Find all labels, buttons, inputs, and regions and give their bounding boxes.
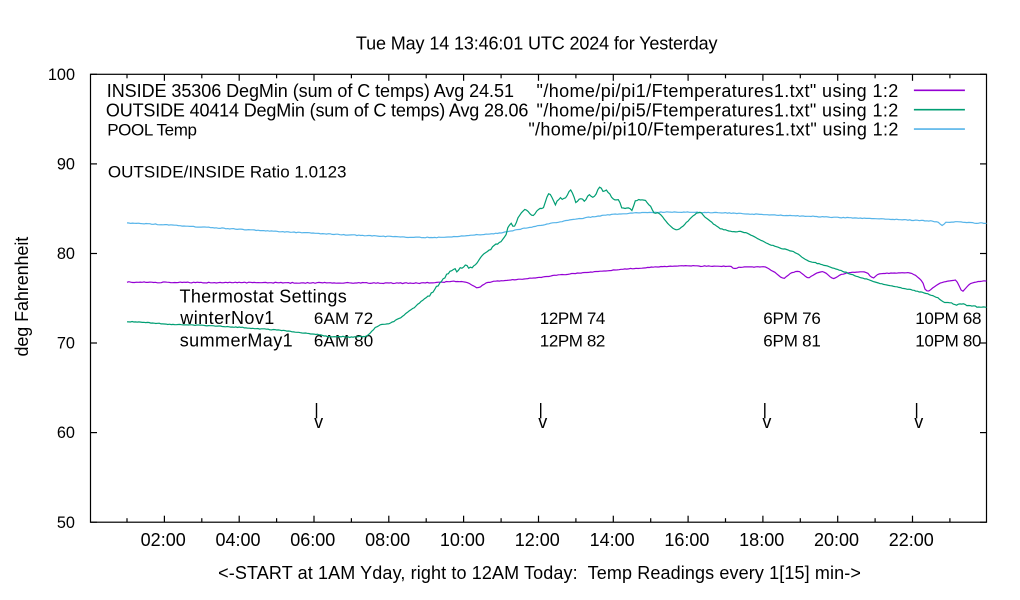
svg-text:Tue May 14 13:46:01 UTC 2024 f: Tue May 14 13:46:01 UTC 2024 for Yesterd… bbox=[356, 33, 718, 53]
svg-text:10PM 68: 10PM 68 bbox=[915, 309, 981, 328]
svg-text:90: 90 bbox=[57, 156, 75, 174]
svg-text:08:00: 08:00 bbox=[365, 530, 410, 550]
svg-text:"/home/pi/pi1/Ftemperatures1.t: "/home/pi/pi1/Ftemperatures1.txt" using … bbox=[537, 81, 899, 101]
svg-text:06:00: 06:00 bbox=[290, 530, 335, 550]
svg-text:20:00: 20:00 bbox=[814, 530, 859, 550]
svg-text:<-START at 1AM Yday, right to: <-START at 1AM Yday, right to 12AM Today… bbox=[218, 563, 861, 583]
svg-text:22:00: 22:00 bbox=[889, 530, 934, 550]
svg-text:summerMay1: summerMay1 bbox=[180, 330, 293, 350]
svg-text:INSIDE 35306 DegMin (sum of C: INSIDE 35306 DegMin (sum of C temps) Avg… bbox=[107, 81, 514, 101]
svg-text:70: 70 bbox=[57, 335, 75, 353]
svg-text:80: 80 bbox=[57, 245, 75, 263]
svg-text:10PM 80: 10PM 80 bbox=[915, 331, 981, 350]
svg-text:6AM 80: 6AM 80 bbox=[314, 331, 373, 350]
svg-text:6AM 72: 6AM 72 bbox=[314, 309, 373, 328]
svg-text:12PM 74: 12PM 74 bbox=[540, 309, 605, 328]
svg-text:POOL Temp: POOL Temp bbox=[107, 121, 196, 140]
svg-text:"/home/pi/pi10/Ftemperatures1.: "/home/pi/pi10/Ftemperatures1.txt" using… bbox=[528, 120, 898, 140]
svg-text:OUTSIDE/INSIDE Ratio 1.0123: OUTSIDE/INSIDE Ratio 1.0123 bbox=[108, 163, 347, 182]
svg-text:60: 60 bbox=[57, 424, 75, 442]
svg-text:v: v bbox=[538, 412, 547, 432]
svg-text:12PM 82: 12PM 82 bbox=[540, 331, 605, 350]
svg-text:18:00: 18:00 bbox=[739, 530, 784, 550]
svg-text:12:00: 12:00 bbox=[515, 530, 560, 550]
svg-text:6PM 81: 6PM 81 bbox=[763, 331, 820, 350]
svg-text:04:00: 04:00 bbox=[215, 530, 260, 550]
svg-text:v: v bbox=[314, 412, 323, 432]
svg-text:10:00: 10:00 bbox=[440, 530, 485, 550]
svg-text:50: 50 bbox=[57, 514, 75, 532]
svg-text:v: v bbox=[914, 412, 923, 432]
svg-text:100: 100 bbox=[48, 66, 75, 84]
svg-text:14:00: 14:00 bbox=[590, 530, 635, 550]
svg-text:v: v bbox=[762, 412, 771, 432]
svg-text:"/home/pi/pi5/Ftemperatures1.t: "/home/pi/pi5/Ftemperatures1.txt" using … bbox=[537, 100, 899, 120]
svg-text:Thermostat Settings: Thermostat Settings bbox=[180, 286, 348, 306]
svg-text:16:00: 16:00 bbox=[664, 530, 709, 550]
svg-text:6PM 76: 6PM 76 bbox=[763, 309, 820, 328]
svg-text:02:00: 02:00 bbox=[141, 530, 186, 550]
svg-text:winterNov1: winterNov1 bbox=[179, 308, 274, 328]
svg-text:OUTSIDE 40414 DegMin (sum of C: OUTSIDE 40414 DegMin (sum of C temps) Av… bbox=[106, 100, 528, 120]
svg-text:deg Fahrenheit: deg Fahrenheit bbox=[12, 237, 32, 357]
